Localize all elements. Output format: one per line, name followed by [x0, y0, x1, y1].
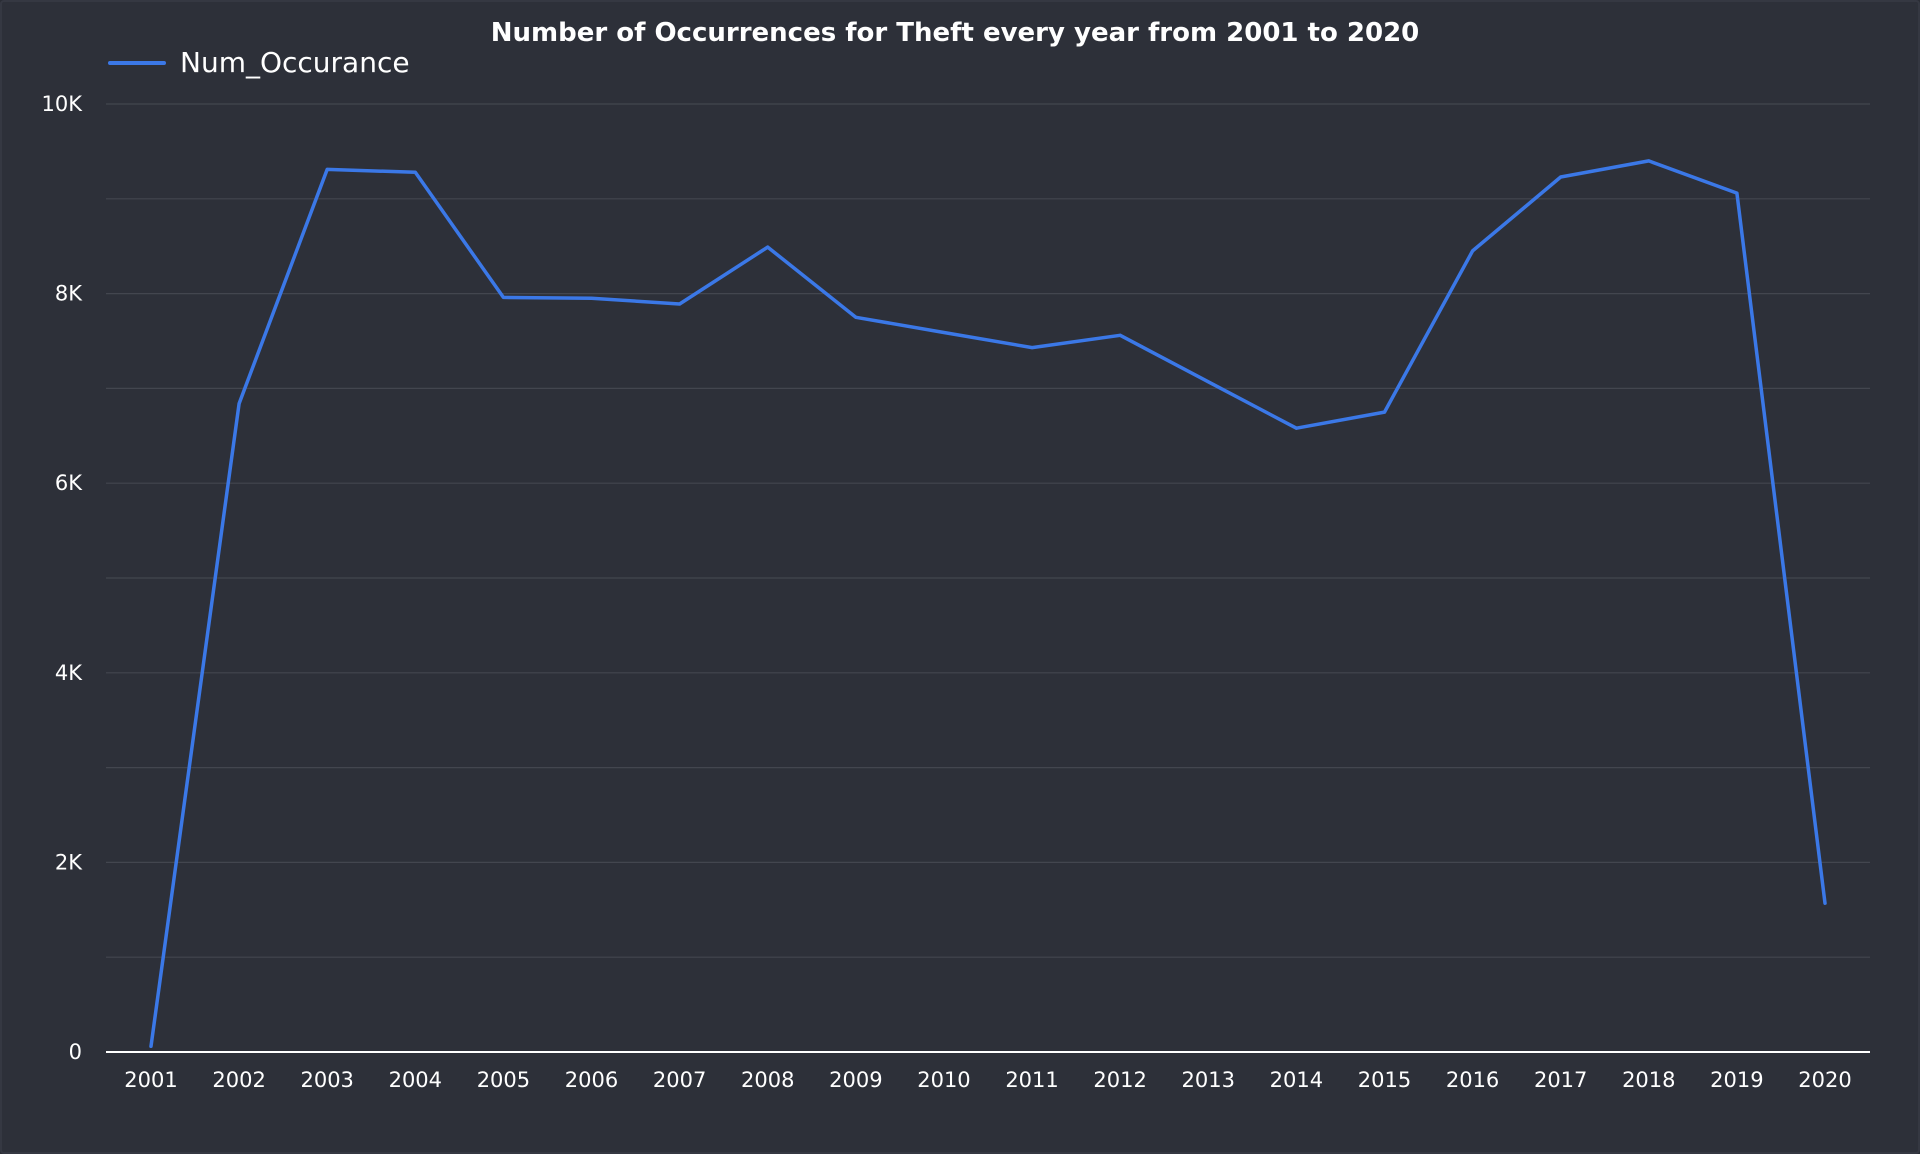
- x-tick-label: 2006: [565, 1068, 618, 1092]
- x-tick-label: 2001: [124, 1068, 177, 1092]
- x-axis-ticks: 2001 2002 2003 2004 2005 2006 2007 2008 2009 2010…: [124, 1068, 1851, 1092]
- data-points: [149, 159, 1827, 1048]
- y-tick-label: 10K: [42, 92, 84, 116]
- x-tick-label: 2010: [917, 1068, 970, 1092]
- y-tick-label: 4K: [55, 661, 83, 685]
- legend[interactable]: Num_Occurance: [108, 46, 410, 79]
- x-tick-label: 2018: [1622, 1068, 1675, 1092]
- legend-label: Num_Occurance: [180, 46, 410, 79]
- data-point[interactable]: [942, 330, 946, 334]
- x-tick-label: 2016: [1446, 1068, 1499, 1092]
- y-tick-label: 6K: [55, 471, 83, 495]
- x-tick-label: 2020: [1798, 1068, 1851, 1092]
- y-axis-ticks: 0 2K 4K 6K 8K 10K: [42, 92, 84, 1064]
- chart-title: Number of Occurrences for Theft every ye…: [490, 18, 1420, 48]
- x-tick-label: 2007: [653, 1068, 706, 1092]
- x-tick-label: 2011: [1005, 1068, 1058, 1092]
- data-point[interactable]: [413, 170, 417, 174]
- x-tick-label: 2019: [1710, 1068, 1763, 1092]
- data-point[interactable]: [1471, 249, 1475, 253]
- x-tick-label: 2015: [1358, 1068, 1411, 1092]
- data-point[interactable]: [1294, 426, 1298, 430]
- legend-swatch: [108, 60, 166, 65]
- x-tick-label: 2017: [1534, 1068, 1587, 1092]
- y-tick-label: 2K: [55, 850, 83, 874]
- x-tick-label: 2004: [389, 1068, 442, 1092]
- gridlines: [106, 103, 1870, 958]
- data-point[interactable]: [854, 315, 858, 319]
- data-point[interactable]: [1647, 159, 1651, 163]
- data-point[interactable]: [325, 167, 329, 171]
- x-tick-label: 2003: [300, 1068, 353, 1092]
- x-tick-label: 2008: [741, 1068, 794, 1092]
- x-tick-label: 2009: [829, 1068, 882, 1092]
- data-point[interactable]: [501, 295, 505, 299]
- x-tick-label: 2012: [1093, 1068, 1146, 1092]
- data-point[interactable]: [678, 302, 682, 306]
- series-line-num-occurance[interactable]: [149, 159, 1827, 1049]
- data-point[interactable]: [1030, 346, 1034, 350]
- data-point[interactable]: [590, 296, 594, 300]
- data-point[interactable]: [766, 245, 770, 249]
- data-point[interactable]: [149, 1044, 153, 1048]
- data-point[interactable]: [1559, 175, 1563, 179]
- data-point[interactable]: [1823, 901, 1827, 905]
- x-tick-label: 2013: [1182, 1068, 1235, 1092]
- x-tick-label: 2002: [212, 1068, 265, 1092]
- data-point[interactable]: [1118, 333, 1122, 337]
- x-tick-label: 2014: [1270, 1068, 1323, 1092]
- data-point[interactable]: [237, 402, 241, 406]
- x-tick-label: 2005: [477, 1068, 530, 1092]
- y-tick-label: 0: [69, 1040, 82, 1064]
- y-tick-label: 8K: [55, 282, 83, 306]
- data-point[interactable]: [1206, 380, 1210, 384]
- data-point[interactable]: [1735, 191, 1739, 195]
- data-point[interactable]: [1382, 410, 1386, 414]
